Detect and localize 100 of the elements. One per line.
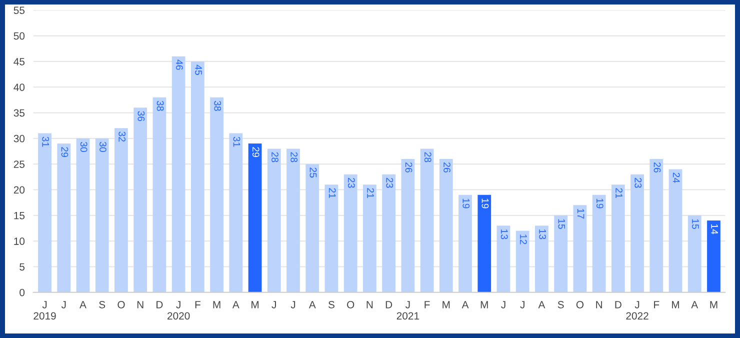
x-tick-label: M (480, 301, 488, 308)
y-tick-label: 20 (14, 186, 25, 194)
bar (114, 128, 128, 292)
data-label: 30 (80, 142, 88, 152)
x-tick-label: M (672, 301, 679, 308)
bar (324, 184, 338, 292)
data-label: 32 (118, 132, 126, 142)
data-label: 26 (405, 162, 412, 172)
data-label: 13 (539, 229, 546, 240)
data-label: 15 (558, 219, 565, 229)
data-label: 31 (42, 136, 50, 147)
x-tick-label: O (118, 300, 125, 308)
bar (592, 194, 606, 292)
x-tick-label: A (80, 301, 86, 308)
x-tick-label: J 2021 (396, 301, 419, 320)
data-label: 46 (176, 60, 183, 70)
data-label: 23 (634, 178, 642, 188)
x-tick-label: J (501, 301, 506, 308)
data-label: 45 (195, 64, 202, 75)
data-label: 23 (348, 178, 355, 188)
data-label: 36 (138, 111, 145, 122)
bar (57, 144, 71, 292)
data-label: 26 (444, 162, 450, 172)
data-label: 19 (596, 198, 604, 208)
bar (650, 158, 664, 292)
x-tick-label: A (691, 301, 698, 308)
bar (478, 194, 492, 292)
x-tick-label: F (654, 301, 660, 308)
x-tick-label: A (232, 301, 240, 308)
bar (363, 184, 376, 292)
bar (152, 97, 166, 292)
bar (210, 97, 224, 292)
y-tick-label: 45 (14, 58, 25, 66)
y-tick-label: 35 (14, 109, 25, 117)
x-tick-label: S (99, 300, 106, 308)
bar (344, 174, 358, 292)
y-tick-label: 50 (14, 32, 25, 40)
bar (382, 174, 396, 292)
data-label: 29 (61, 147, 68, 157)
bar (306, 164, 320, 292)
y-tick-label: 30 (14, 134, 25, 142)
data-label: 28 (290, 152, 298, 162)
y-tick-label: 55 (14, 6, 25, 14)
y-tick-label: 40 (14, 84, 25, 91)
bar (439, 158, 453, 292)
data-label: 38 (156, 100, 164, 111)
x-tick-label: J (61, 301, 66, 308)
data-label: 38 (214, 100, 222, 111)
bar (688, 215, 702, 292)
x-tick-label: D (615, 301, 622, 308)
bar (516, 230, 530, 292)
data-label: 31 (233, 136, 240, 147)
bar (630, 174, 644, 292)
x-tick-label: M (252, 301, 258, 308)
bar (668, 169, 682, 292)
data-label: 25 (310, 168, 317, 178)
x-tick-label: A (538, 301, 546, 308)
data-label: 21 (616, 188, 622, 198)
bar (401, 158, 415, 292)
x-tick-label: O (347, 300, 354, 308)
data-label: 21 (328, 188, 336, 198)
bar (248, 144, 262, 292)
bar (458, 194, 472, 292)
data-label: 15 (692, 219, 699, 229)
bar (496, 226, 510, 292)
data-label: 13 (500, 229, 508, 240)
data-label: 23 (386, 178, 394, 188)
bar (286, 148, 300, 292)
y-tick-label: 10 (14, 238, 25, 245)
x-tick-label: D (156, 301, 163, 308)
x-tick-label: M (213, 301, 220, 308)
bar (707, 220, 720, 292)
bar (38, 133, 52, 292)
y-tick-label: 5 (20, 263, 25, 271)
bar (573, 205, 587, 292)
data-label: 30 (100, 142, 106, 152)
data-label: 24 (672, 172, 680, 183)
x-tick-label: O (576, 300, 584, 308)
x-tick-label: S (558, 300, 564, 308)
bar (76, 138, 90, 292)
data-label: 19 (462, 198, 470, 208)
data-label: 17 (577, 208, 584, 219)
data-label: 28 (272, 152, 278, 162)
bar (95, 138, 109, 292)
x-tick-label: M (710, 301, 718, 308)
data-label: 26 (654, 162, 661, 172)
x-tick-label: A (462, 301, 469, 308)
data-label: 21 (367, 188, 374, 198)
bar (134, 108, 148, 292)
x-tick-label: N (366, 301, 373, 308)
bar (190, 61, 204, 292)
y-tick-label: 25 (14, 160, 25, 168)
x-tick-label: J (290, 301, 296, 308)
x-tick-label: S (328, 300, 334, 308)
data-label: 12 (520, 234, 527, 244)
x-tick-label: J 2022 (626, 301, 648, 320)
x-tick-label: M (442, 301, 450, 308)
bar (420, 148, 434, 292)
x-tick-label: J 2019 (34, 301, 56, 320)
x-tick-label: N (596, 301, 602, 308)
